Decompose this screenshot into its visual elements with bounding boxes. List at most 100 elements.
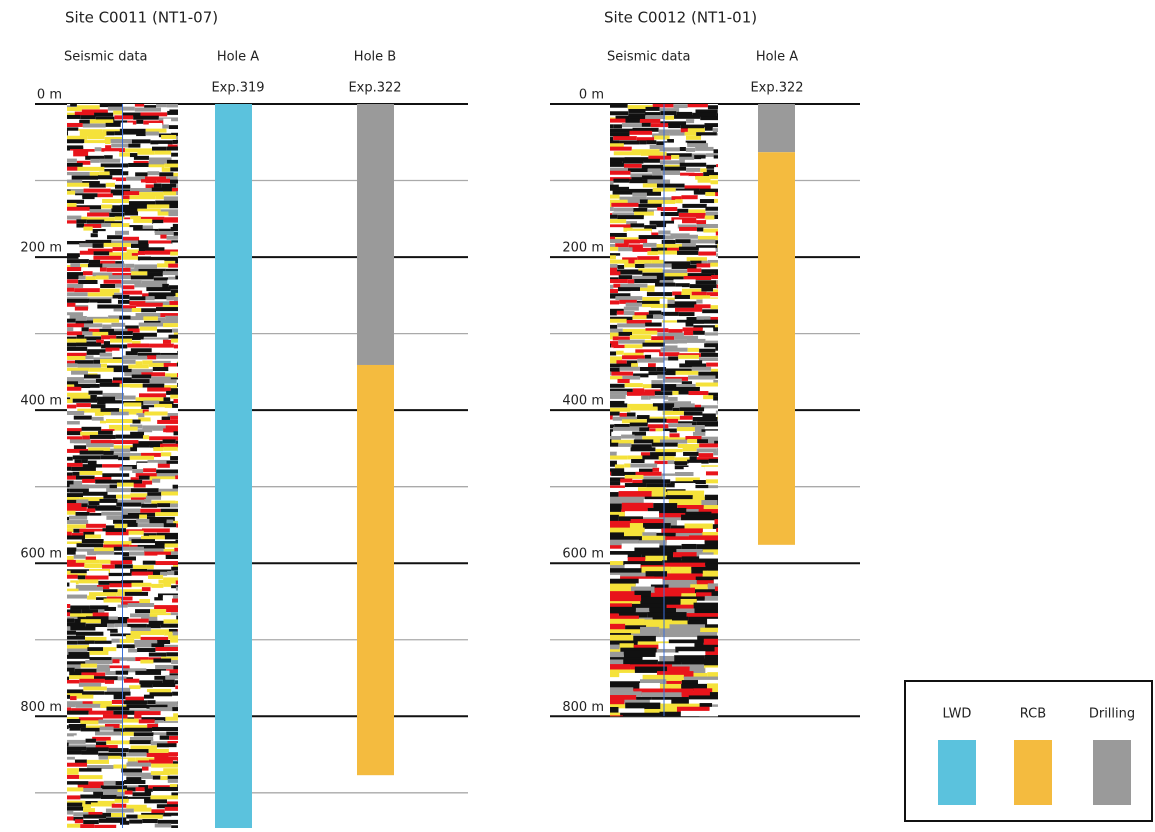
seismic-reflector <box>718 415 743 419</box>
seismic-reflector <box>664 143 687 147</box>
seismic-reflector <box>680 407 705 411</box>
seismic-reflector <box>659 456 675 460</box>
seismic-reflector <box>122 285 135 289</box>
depth-label: 400 m <box>20 394 62 409</box>
seismic-reflector <box>83 143 105 147</box>
seismic-reflector <box>668 423 692 427</box>
seismic-reflector <box>605 351 616 355</box>
seismic-reflector <box>137 463 158 467</box>
seismic-reflector <box>62 172 90 176</box>
seismic-reflector <box>665 235 673 239</box>
seismic-reflector <box>161 135 176 139</box>
seismic-reflector <box>657 464 675 468</box>
seismic-reflector <box>93 332 109 336</box>
seismic-reflector <box>605 147 632 151</box>
seismic-reflector <box>111 299 118 303</box>
seismic-reflector <box>79 683 101 687</box>
depth-label: 200 m <box>562 241 604 256</box>
seismic-reflector <box>87 647 103 651</box>
seismic-reflector <box>176 580 201 584</box>
seismic-reflector <box>112 351 126 355</box>
seismic-reflector <box>178 448 203 452</box>
seismic-reflector <box>616 351 624 355</box>
seismic-reflector <box>697 439 708 443</box>
seismic-reflector <box>88 519 102 523</box>
seismic-reflector <box>163 595 173 599</box>
seismic-reflector <box>689 463 702 467</box>
seismic-reflector <box>82 436 90 440</box>
seismic-reflector <box>136 557 157 561</box>
seismic-reflector <box>74 619 81 623</box>
seismic-reflector <box>130 740 151 744</box>
seismic-reflector <box>652 171 662 175</box>
seismic-reflector <box>142 528 170 532</box>
seismic-reflector <box>648 363 656 367</box>
seismic-reflector <box>166 296 174 300</box>
seismic-reflector <box>131 271 147 275</box>
seismic-reflector <box>101 364 107 368</box>
seismic-reflector <box>700 476 718 480</box>
seismic-reflector <box>69 516 87 520</box>
seismic-reflector <box>124 728 152 732</box>
seismic-reflector <box>107 688 130 692</box>
seismic-reflector <box>175 475 182 479</box>
seismic-reflector <box>119 661 127 665</box>
seismic-reflector <box>672 391 678 395</box>
seismic-reflector <box>62 583 69 587</box>
seismic-reflector <box>86 524 106 528</box>
seismic-reflector <box>69 671 81 675</box>
seismic-reflector <box>686 323 694 327</box>
seismic-reflector <box>62 115 80 119</box>
seismic-reflector <box>129 531 144 535</box>
seismic-reflector <box>681 195 697 199</box>
seismic-reflector <box>158 212 169 216</box>
seismic-reflector <box>130 663 155 667</box>
seismic-reflector <box>703 229 727 233</box>
seismic-reflector <box>109 252 132 256</box>
seismic-reflector <box>147 492 161 496</box>
seismic-reflector <box>615 296 642 300</box>
seismic-reflector <box>62 288 74 292</box>
seismic-reflector <box>62 443 74 447</box>
seismic-reflector <box>643 183 657 187</box>
seismic-reflector <box>79 276 86 280</box>
seismic-reflector <box>62 811 73 815</box>
seismic-reflector <box>76 403 91 407</box>
seismic-reflector <box>605 436 621 440</box>
seismic-reflector <box>605 260 628 264</box>
seismic-reflector <box>62 356 85 360</box>
seismic-reflector <box>62 569 89 573</box>
seismic-reflector <box>62 463 83 467</box>
seismic-reflector <box>62 807 83 811</box>
seismic-reflector <box>173 665 189 669</box>
legend-swatch <box>938 740 976 805</box>
seismic-reflector <box>661 631 692 638</box>
seismic-reflector <box>90 368 114 372</box>
seismic-reflector <box>62 689 83 693</box>
seismic-reflector <box>174 548 183 552</box>
seismic-reflector <box>92 417 104 421</box>
seismic-reflector <box>139 515 147 519</box>
seismic-reflector <box>122 379 149 383</box>
seismic-reflector <box>699 248 716 252</box>
seismic-reflector <box>667 304 694 308</box>
seismic-reflector <box>164 223 173 227</box>
seismic-reflector <box>164 164 178 168</box>
seismic-reflector <box>172 188 199 192</box>
seismic-reflector <box>85 576 108 580</box>
seismic-reflector <box>135 172 147 176</box>
seismic-reflector <box>605 152 614 156</box>
seismic-reflector <box>94 548 114 552</box>
seismic-reflector <box>95 147 102 151</box>
seismic-reflector <box>87 351 100 355</box>
seismic-reflector <box>164 632 173 636</box>
seismic-reflector <box>701 159 727 163</box>
seismic-reflector <box>98 231 115 235</box>
seismic-reflector <box>158 820 181 824</box>
seismic-reflector <box>653 439 660 443</box>
seismic-reflector <box>605 325 617 329</box>
seismic-reflector <box>163 439 176 443</box>
seismic-reflector <box>641 152 667 156</box>
seismic-reflector <box>140 684 152 688</box>
seismic-reflector <box>156 561 181 565</box>
